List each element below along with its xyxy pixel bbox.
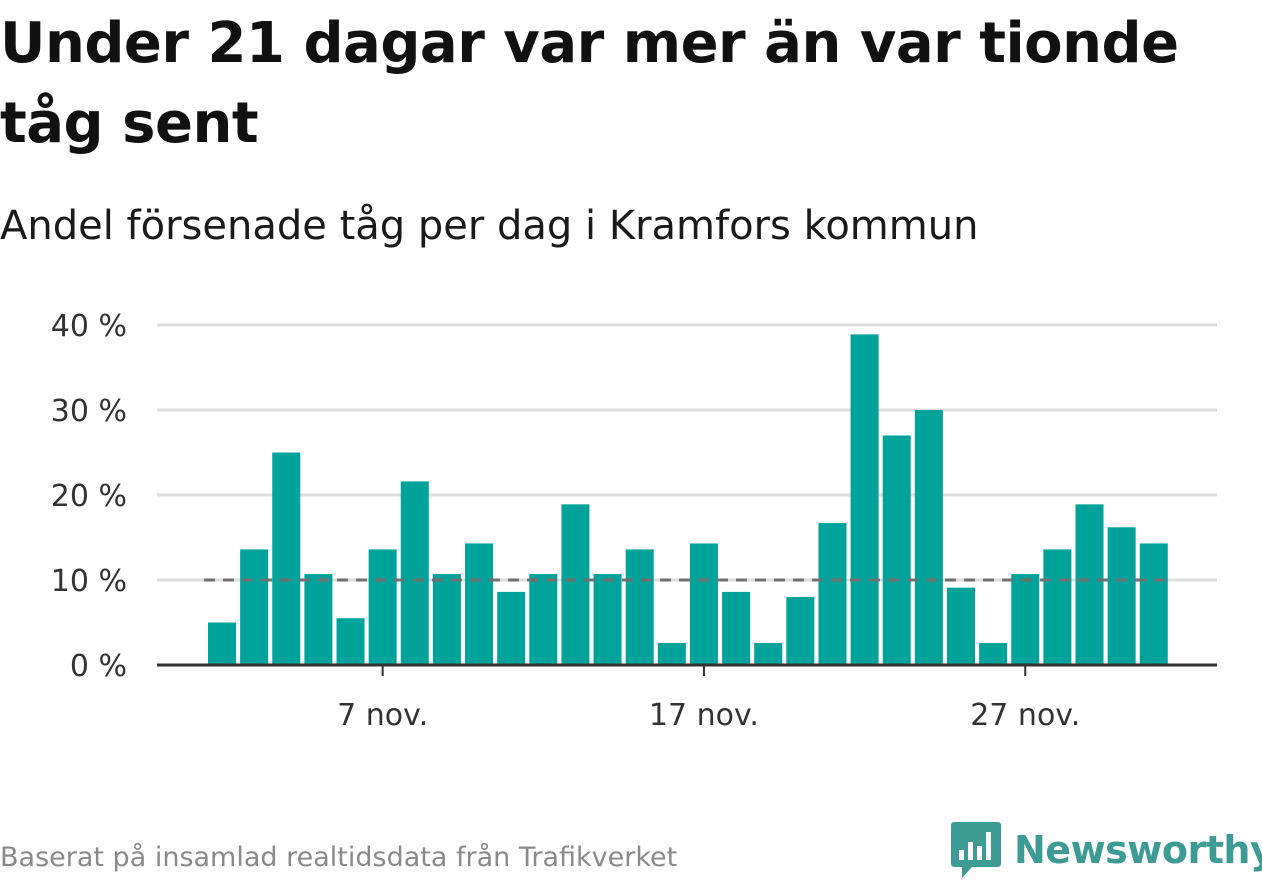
chart-title: Under 21 dagar var mer än var tionde tåg…	[0, 11, 1179, 156]
bar	[722, 591, 751, 665]
x-tick-label: 7 nov.	[337, 698, 428, 733]
bar	[914, 410, 943, 665]
bar	[689, 543, 718, 665]
brand-name: Newsworthy	[1014, 828, 1262, 872]
bar	[850, 334, 879, 665]
y-tick-label: 0 %	[70, 649, 127, 684]
bar	[625, 549, 654, 665]
bar	[593, 574, 622, 665]
x-axis	[157, 663, 1217, 676]
bar	[1107, 527, 1136, 665]
bar	[561, 504, 590, 665]
bar	[465, 543, 494, 665]
bar	[1075, 504, 1104, 665]
bar	[272, 452, 301, 665]
source-note: Baserat på insamlad realtidsdata från Tr…	[0, 842, 678, 873]
gridlines	[157, 323, 1217, 582]
bar	[657, 642, 686, 665]
bar	[304, 574, 333, 665]
bar	[1043, 549, 1072, 665]
bar	[432, 574, 461, 665]
x-tick-label: 17 nov.	[649, 698, 759, 733]
bar	[1011, 574, 1040, 665]
bar	[336, 618, 365, 665]
bar	[368, 549, 397, 665]
bar	[1139, 543, 1168, 665]
bar	[208, 622, 236, 665]
bar	[529, 574, 558, 665]
bar	[240, 549, 269, 665]
y-axis-labels: 0 % 10 % 20 % 30 % 40 %	[51, 309, 127, 684]
bar	[882, 435, 911, 665]
bar	[754, 642, 783, 665]
y-tick-label: 20 %	[51, 479, 127, 514]
bar	[946, 587, 975, 665]
x-tick-label: 27 nov.	[970, 698, 1080, 733]
bars	[208, 334, 1168, 665]
bar	[497, 591, 526, 665]
chart-subtitle: Andel försenade tåg per dag i Kramfors k…	[0, 203, 979, 249]
y-tick-label: 30 %	[51, 394, 127, 429]
brand-logo: Newsworthy	[950, 818, 1262, 882]
bar	[786, 597, 815, 665]
y-tick-label: 40 %	[51, 309, 127, 344]
bar	[400, 481, 429, 665]
x-axis-labels: 7 nov. 17 nov. 27 nov.	[337, 698, 1080, 733]
y-tick-label: 10 %	[51, 564, 127, 599]
bar	[979, 642, 1008, 665]
bar	[818, 523, 847, 665]
newsworthy-logo-icon	[951, 822, 1001, 878]
